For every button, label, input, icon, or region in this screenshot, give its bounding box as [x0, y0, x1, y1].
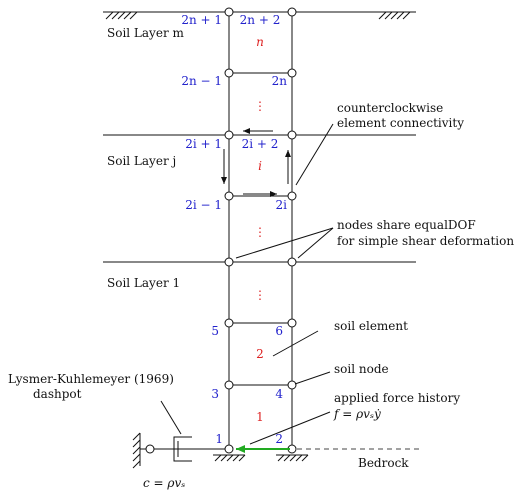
soil-nodes [224, 7, 297, 454]
node-label: 1 [215, 432, 223, 446]
leader-lines [160, 123, 334, 445]
soil-column [228, 12, 293, 449]
soil-node [224, 130, 234, 140]
node-label: 2 [275, 432, 283, 446]
soil-node [224, 7, 234, 17]
soil-node [287, 7, 297, 17]
connectivity-note-line2: element connectivity [337, 116, 464, 130]
node-label: 2n + 2 [240, 13, 281, 27]
node-label: 6 [275, 324, 283, 338]
layer-label-j: Soil Layer j [107, 154, 176, 168]
equaldof-note-line2: for simple shear deformation [337, 234, 514, 248]
soil-node [287, 68, 297, 78]
element-label: 2 [256, 347, 264, 361]
element-dots: ⋮ [254, 288, 266, 302]
soil-element-note: soil element [334, 319, 408, 333]
ground-surface [103, 11, 416, 20]
element-dots: ⋮ [254, 225, 266, 239]
soil-node [287, 257, 297, 267]
soil-node [224, 257, 234, 267]
node-label: 4 [275, 387, 283, 401]
soil-node [224, 318, 234, 328]
soil-node [287, 318, 297, 328]
soil-node [224, 444, 234, 454]
connectivity-note-line1: counterclockwise [337, 101, 443, 115]
layer-label-1: Soil Layer 1 [107, 276, 180, 290]
soil-node [224, 380, 234, 390]
dashpot-coefficient: c = ρvₛ [143, 476, 185, 490]
node-label: 2n [272, 74, 288, 88]
soil-node-note: soil node [334, 362, 389, 376]
force-note-line1: applied force history [334, 391, 460, 405]
node-label: 2n + 1 [181, 13, 222, 27]
node-label: 2i + 2 [242, 137, 279, 151]
soil-node [287, 380, 297, 390]
node-label: 5 [211, 324, 219, 338]
dashpot-note-line1: Lysmer-Kuhlemeyer (1969) [8, 372, 174, 386]
layer-label-m: Soil Layer m [107, 26, 184, 40]
element-label: 1 [256, 410, 264, 424]
bedrock-label: Bedrock [358, 456, 409, 470]
element-label: i [258, 159, 262, 173]
node-label: 2n − 1 [181, 74, 222, 88]
soil-node [224, 191, 234, 201]
equaldof-note-line1: nodes share equalDOF [337, 218, 476, 232]
node-label: 2i [276, 198, 288, 212]
connectivity-arrows [221, 128, 291, 197]
dashpot-note-line2: dashpot [33, 387, 82, 401]
soil-node [287, 191, 297, 201]
soil-node [224, 68, 234, 78]
dashpot [132, 432, 225, 469]
force-note-line2: f = ρvₛẏ [333, 407, 381, 421]
node-label: 2i − 1 [185, 198, 222, 212]
base-supports [213, 454, 309, 462]
node-label: 2i + 1 [185, 137, 222, 151]
node-label: 3 [211, 387, 219, 401]
soil-node [287, 130, 297, 140]
element-label: n [256, 35, 264, 49]
element-dots: ⋮ [254, 99, 266, 113]
